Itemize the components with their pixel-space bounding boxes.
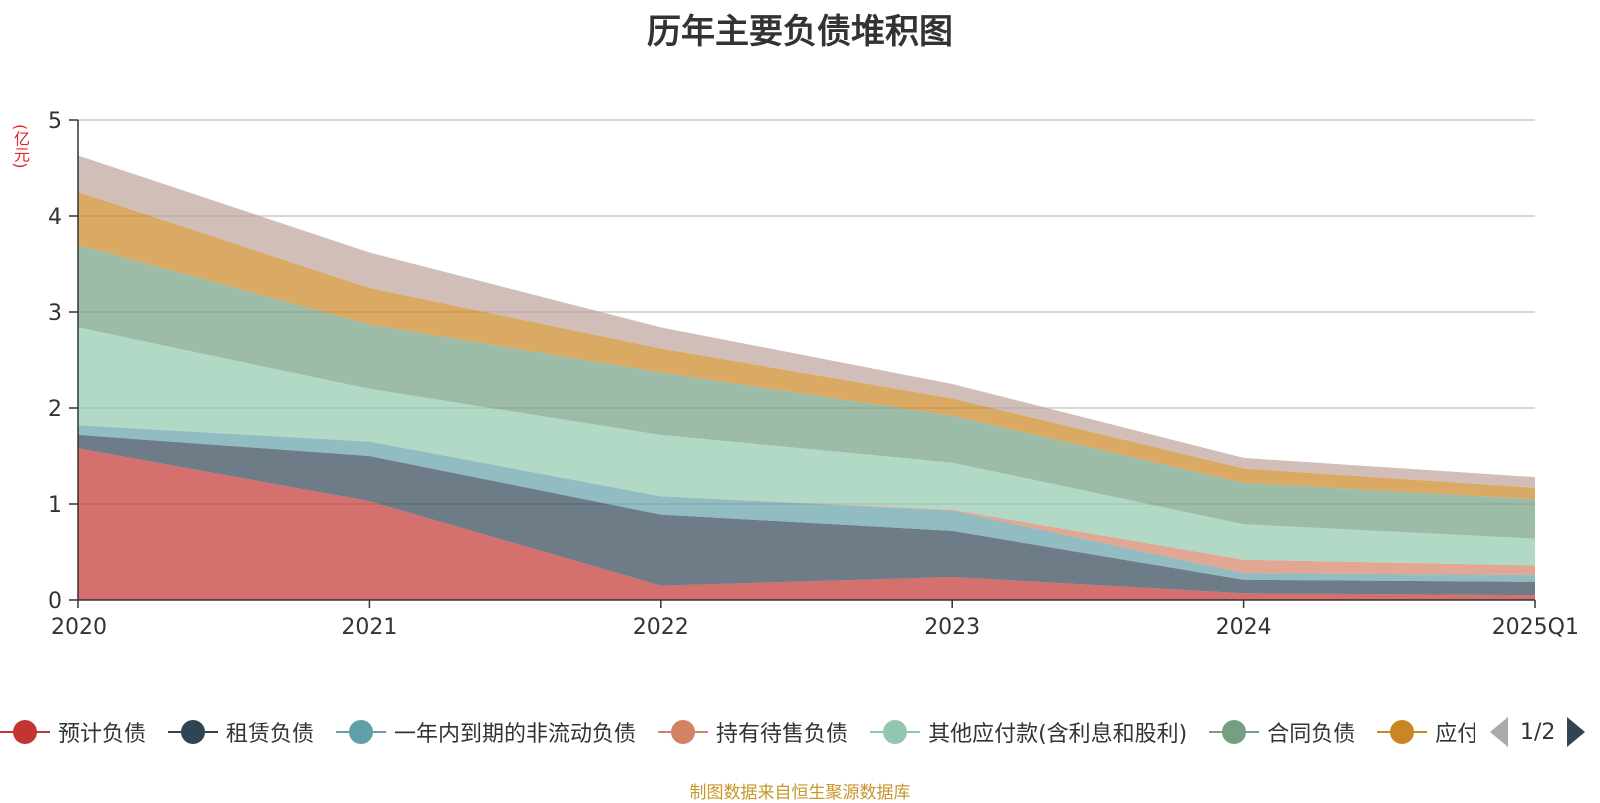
x-tick-label-0: 2020 (51, 615, 107, 640)
x-tick-label-5: 2025Q1 (1492, 615, 1579, 640)
legend-label: 应付账款 (1435, 722, 1475, 747)
axes: 0 1 2 3 4 5 2020 2021 2022 2023 2024 2025Q1 (48, 109, 1579, 640)
legend: 预计负债 租赁负债 一年内到期的非流动负债 持有待售负债 其他应付款(含利息和股利) 合同… (0, 712, 1475, 752)
legend-marker-icon (658, 720, 709, 744)
area-series-2[interactable] (78, 425, 1535, 582)
legend-item-5[interactable]: 合同负债 (1209, 712, 1355, 752)
legend-prev-page-icon[interactable] (1490, 717, 1508, 747)
y-tick-label-2: 2 (48, 397, 62, 422)
legend-next-page-icon[interactable] (1567, 717, 1586, 747)
y-tick-label-4: 4 (48, 205, 62, 230)
legend-marker-icon (0, 720, 50, 744)
x-tick-label-4: 2024 (1216, 615, 1272, 640)
legend-marker-icon (336, 720, 387, 744)
legend-label: 预计负债 (58, 722, 147, 747)
x-tick-label-2: 2022 (633, 615, 689, 640)
stacked-area-chart: 0 1 2 3 4 5 2020 2021 2022 2023 2024 2025Q1 (48, 109, 1579, 640)
chart-title: 历年主要负债堆积图 (647, 12, 953, 52)
y-tick-label-1: 1 (48, 493, 62, 518)
area-series-1[interactable] (78, 434, 1535, 596)
area-series-4[interactable] (78, 327, 1535, 566)
area-series-0[interactable] (78, 448, 1535, 600)
data-source-note: 制图数据来自恒生聚源数据库 (689, 783, 911, 803)
y-axis-unit-label: (亿元) (11, 123, 30, 169)
legend-label: 持有待售负债 (716, 722, 849, 747)
legend-label: 其他应付款(含利息和股利) (928, 722, 1188, 747)
x-tick-label-1: 2021 (341, 615, 397, 640)
legend-item-4[interactable]: 其他应付款(含利息和股利) (870, 712, 1187, 752)
legend-marker-icon (870, 720, 921, 744)
legend-item-1[interactable]: 租赁负债 (168, 712, 314, 752)
legend-item-3[interactable]: 持有待售负债 (658, 712, 848, 752)
legend-label: 一年内到期的非流动负债 (394, 722, 637, 747)
legend-marker-icon (1377, 720, 1428, 744)
legend-pager: 1/2 (1490, 714, 1586, 750)
x-tick-label-3: 2023 (924, 615, 980, 640)
y-tick-label-0: 0 (48, 589, 62, 614)
legend-item-0[interactable]: 预计负债 (0, 712, 146, 752)
area-series-5[interactable] (78, 244, 1535, 539)
area-series (78, 155, 1535, 600)
y-tick-label-3: 3 (48, 301, 62, 326)
legend-label: 合同负债 (1267, 722, 1356, 747)
y-tick-label-5: 5 (48, 109, 62, 134)
legend-item-2[interactable]: 一年内到期的非流动负债 (336, 712, 636, 752)
legend-marker-icon (168, 720, 219, 744)
legend-item-6[interactable]: 应付账款 (1377, 712, 1475, 752)
legend-page-indicator: 1/2 (1520, 719, 1556, 745)
legend-marker-icon (1209, 720, 1260, 744)
legend-label: 租赁负债 (226, 722, 315, 747)
